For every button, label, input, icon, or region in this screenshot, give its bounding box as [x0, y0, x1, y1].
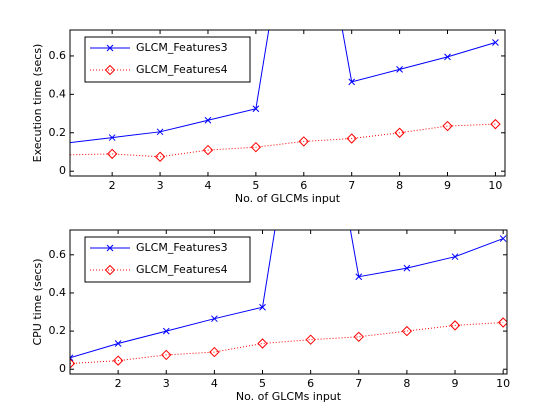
- x-tick-label: 10: [496, 377, 510, 390]
- x-tick-label: 5: [252, 179, 259, 192]
- x-tick-label: 3: [163, 377, 170, 390]
- marker: [211, 315, 218, 323]
- series-line: [70, 30, 496, 144]
- legend-marker: [104, 64, 116, 76]
- marker: [252, 105, 260, 113]
- marker: [396, 66, 403, 73]
- marker: [298, 136, 309, 147]
- marker: [355, 273, 363, 281]
- marker: [451, 253, 459, 261]
- marker: [305, 334, 316, 345]
- marker: [394, 127, 405, 138]
- legend-marker-shape: [104, 264, 116, 276]
- y-tick-label: 0.6: [49, 248, 67, 261]
- marker: [499, 235, 507, 242]
- marker: [106, 148, 118, 160]
- series-line: [70, 230, 504, 359]
- plot-area: [60, 30, 501, 162]
- x-tick-label: 10: [488, 179, 502, 192]
- marker: [346, 133, 357, 144]
- marker: [492, 39, 499, 46]
- x-tick-label: 7: [355, 377, 362, 390]
- marker: [403, 264, 411, 272]
- y-tick-label: 0.2: [49, 126, 67, 139]
- series-line: [70, 123, 496, 158]
- marker: [250, 141, 262, 153]
- y-tick-label: 0: [59, 164, 66, 177]
- marker: [449, 320, 461, 331]
- x-tick-label: 4: [204, 179, 211, 192]
- x-tick-label: 2: [115, 377, 122, 390]
- legend-box: [84, 36, 251, 83]
- marker: [348, 78, 356, 86]
- x-tick-label: 8: [403, 377, 410, 390]
- legend-marker: [104, 264, 116, 276]
- marker: [112, 355, 124, 366]
- x-tick-label: 7: [348, 179, 355, 192]
- y-tick-label: 0.4: [49, 87, 67, 100]
- legend-marker-shape: [104, 64, 116, 76]
- x-tick-label: 2: [109, 179, 116, 192]
- marker: [156, 128, 164, 136]
- x-tick-label: 4: [211, 377, 218, 390]
- x-tick-label: 3: [157, 179, 164, 192]
- y-tick-label: 0.4: [49, 286, 67, 299]
- legend-marker-shape: [106, 44, 114, 52]
- marker: [401, 325, 413, 337]
- marker: [257, 338, 268, 349]
- legend-box: [84, 236, 251, 283]
- marker: [497, 317, 507, 328]
- marker: [259, 303, 266, 311]
- marker: [353, 331, 364, 343]
- x-tick-label: 9: [452, 377, 459, 390]
- legend-marker-shape: [106, 244, 114, 252]
- y-tick-label: 0.6: [49, 49, 67, 62]
- legend-label: GLCM_Features4: [136, 263, 228, 276]
- x-tick-label: 5: [259, 377, 266, 390]
- legend-label: GLCM_Features4: [136, 63, 228, 76]
- axes-box: [69, 29, 506, 177]
- marker: [61, 140, 67, 146]
- x-tick-label: 6: [307, 377, 314, 390]
- marker: [70, 358, 76, 369]
- marker: [444, 53, 451, 61]
- marker: [204, 116, 212, 124]
- legend-label: GLCM_Features3: [136, 241, 228, 254]
- marker: [161, 349, 172, 361]
- marker: [60, 150, 69, 159]
- y-axis-label: Execution time (secs): [31, 44, 44, 163]
- x-tick-label: 8: [396, 179, 403, 192]
- marker: [154, 151, 166, 162]
- series-line: [70, 322, 504, 365]
- y-tick-label: 0: [59, 362, 66, 375]
- marker: [108, 134, 116, 141]
- marker: [308, 4, 314, 10]
- x-axis-label: No. of GLCMs input: [236, 390, 342, 403]
- marker: [162, 327, 170, 335]
- legend-marker: [106, 44, 114, 52]
- legend-label: GLCM_Features3: [136, 41, 228, 54]
- x-axis-label: No. of GLCMs input: [235, 192, 341, 205]
- marker: [114, 340, 122, 347]
- marker: [209, 346, 220, 358]
- x-tick-label: 6: [300, 179, 307, 192]
- marker: [490, 118, 501, 130]
- x-tick-label: 9: [444, 179, 451, 192]
- y-tick-label: 0.2: [49, 324, 67, 337]
- marker: [70, 354, 74, 362]
- marker: [442, 120, 453, 132]
- axes-box: [69, 229, 508, 375]
- marker: [202, 144, 214, 156]
- y-axis-label: CPU time (secs): [31, 258, 44, 345]
- plot-area: [70, 4, 507, 369]
- legend-marker: [106, 244, 114, 252]
